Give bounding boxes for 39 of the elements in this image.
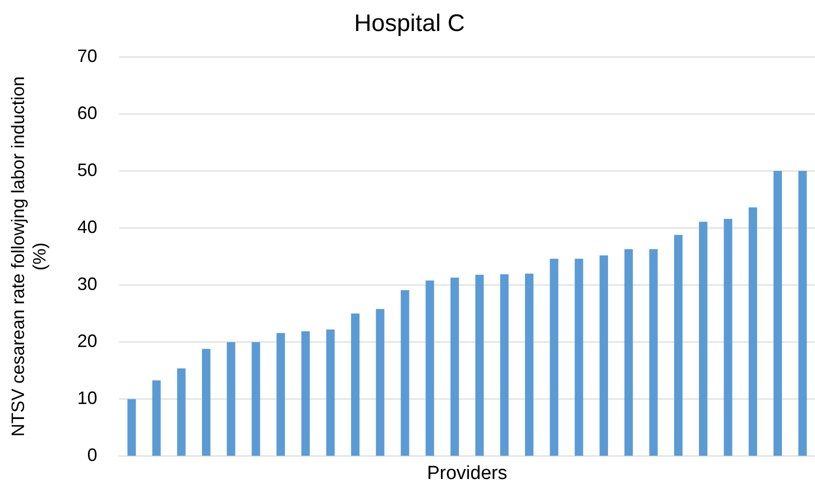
bar — [301, 331, 310, 456]
bar — [351, 314, 360, 456]
bar — [748, 207, 758, 456]
bar — [426, 280, 434, 456]
bar — [574, 258, 584, 456]
bar — [400, 290, 410, 456]
y-tick-label: 40 — [77, 216, 98, 237]
y-tick-label: 60 — [77, 102, 98, 123]
bar — [550, 258, 558, 456]
bar — [276, 332, 285, 456]
y-tick-label: 70 — [77, 46, 98, 66]
bar — [177, 368, 186, 456]
bar — [475, 274, 484, 456]
y-tick-label: 10 — [77, 388, 98, 408]
bar — [674, 234, 683, 456]
x-axis-title: Providers — [426, 462, 508, 484]
bar — [127, 399, 136, 456]
y-tick-label: 0 — [87, 445, 98, 466]
bar — [376, 308, 384, 456]
bar — [326, 330, 335, 456]
bar — [450, 278, 459, 456]
bar — [525, 274, 534, 456]
bar — [226, 342, 236, 456]
bar — [649, 249, 658, 456]
y-tick-label: 20 — [77, 331, 98, 352]
bar — [724, 218, 732, 456]
bar — [202, 348, 210, 456]
y-axis-title: NTSV cesarean rate followjng labor induction (%) — [8, 76, 50, 437]
bar — [152, 380, 161, 456]
bar — [698, 222, 708, 456]
bar — [624, 249, 633, 456]
chart-title: Hospital C — [354, 10, 465, 38]
y-tick-label: 30 — [77, 274, 98, 294]
y-tick-label: 50 — [77, 160, 98, 180]
bar — [600, 255, 608, 456]
bar — [500, 274, 509, 456]
bar — [798, 170, 807, 456]
bar — [252, 342, 260, 456]
bar — [774, 170, 782, 456]
